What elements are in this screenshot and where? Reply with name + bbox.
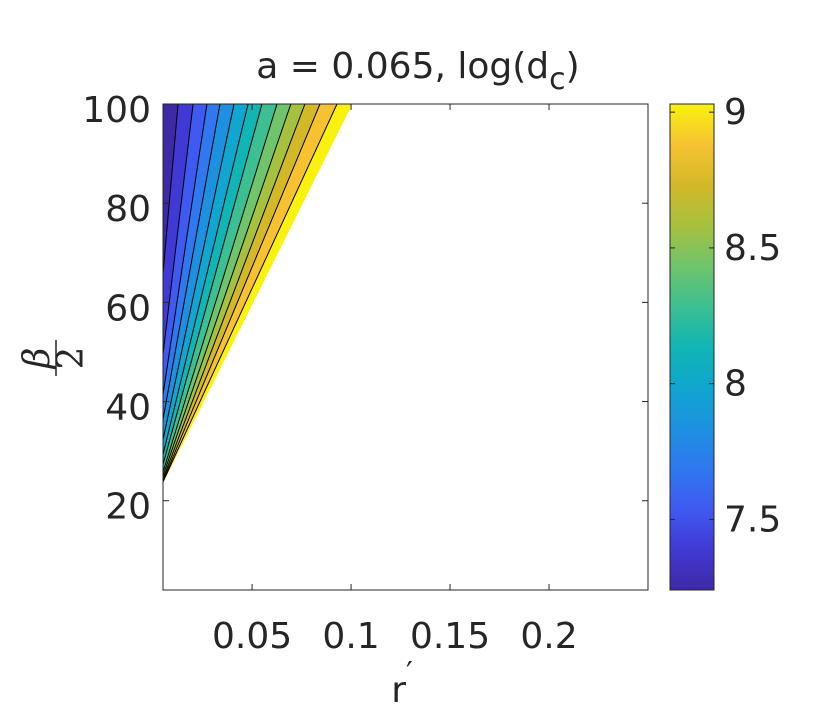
title-end: ) bbox=[566, 46, 580, 87]
x-tick-label: 0.2 bbox=[520, 616, 577, 657]
colorbar bbox=[669, 103, 715, 591]
contour-line bbox=[162, 103, 292, 477]
y-tick-label: 80 bbox=[105, 189, 151, 230]
contour-line bbox=[162, 103, 249, 455]
contour-line bbox=[162, 103, 221, 420]
contour-line bbox=[162, 103, 208, 395]
x-label-prime: ′ bbox=[406, 656, 413, 691]
chart-title: a = 0.065, log(dc) bbox=[256, 46, 579, 97]
x-tick-label: 0.1 bbox=[322, 616, 379, 657]
y-tick-label: 20 bbox=[105, 487, 151, 528]
y-axis-label: β 2 bbox=[17, 340, 92, 376]
title-main: a = 0.065, log(d bbox=[256, 46, 549, 87]
x-label-main: r bbox=[391, 670, 406, 711]
y-tick-label: 60 bbox=[105, 288, 151, 329]
y-label-numerator: β bbox=[17, 348, 58, 371]
y-label-denominator: 2 bbox=[51, 347, 92, 370]
colorbar-tick-label: 9 bbox=[724, 92, 747, 133]
plot-frame bbox=[162, 103, 649, 591]
contour-line bbox=[162, 103, 263, 465]
contour-line bbox=[162, 103, 321, 482]
x-tick-label: 0.05 bbox=[212, 616, 292, 657]
contour-line bbox=[162, 103, 338, 483]
contour-line bbox=[162, 103, 179, 274]
x-axis-label: r′ bbox=[391, 656, 413, 712]
y-tick-label: 40 bbox=[105, 388, 151, 429]
contour-line bbox=[162, 103, 235, 440]
colorbar-tick-label: 8 bbox=[724, 364, 747, 405]
contour-line bbox=[162, 103, 306, 480]
title-subscript: c bbox=[549, 62, 566, 97]
y-tick-label: 100 bbox=[82, 90, 151, 131]
x-tick-label: 0.15 bbox=[410, 616, 490, 657]
contour-line bbox=[162, 103, 194, 355]
contour-line bbox=[162, 103, 278, 473]
colorbar-tick-label: 8.5 bbox=[724, 228, 781, 269]
colorbar-tick-label: 7.5 bbox=[724, 499, 781, 540]
